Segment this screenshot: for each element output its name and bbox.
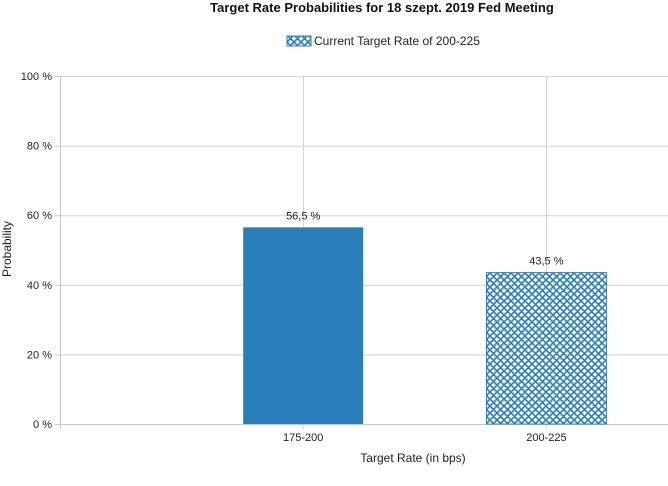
x-axis-label: Target Rate (in bps) (360, 451, 465, 465)
x-tick-label-200-225: 200-225 (526, 432, 566, 444)
grid (60, 76, 668, 429)
bar-200-225 (485, 272, 607, 425)
y-tick-label: 100 % (21, 71, 52, 83)
legend-label-current-target-rate: Current Target Rate of 200-225 (314, 34, 480, 48)
x-tick-label-175-200: 175-200 (283, 432, 323, 444)
legend: Current Target Rate of 200-225 (286, 34, 480, 48)
chart-title: Target Rate Probabilities for 18 szept. … (210, 0, 554, 15)
value-label-175-200: 56,5 % (286, 210, 320, 222)
value-label-200-225: 43,5 % (529, 256, 563, 268)
y-axis-label: Probability (0, 221, 14, 277)
y-axis-ticks: 0 % 20 % 40 % 60 % 80 % 100 % (21, 71, 60, 431)
y-tick-label: 0 % (33, 419, 52, 431)
x-axis-ticks: 175-200 200-225 (283, 432, 567, 444)
y-tick-label: 40 % (27, 280, 52, 292)
legend-swatch-current-target-rate (286, 35, 312, 47)
bars (243, 227, 607, 425)
y-tick-label: 60 % (27, 210, 52, 222)
y-tick-label: 80 % (27, 141, 52, 153)
bar-175-200 (243, 227, 364, 424)
y-tick-label: 20 % (27, 349, 52, 361)
value-labels: 56,5 % 43,5 % (286, 210, 564, 267)
